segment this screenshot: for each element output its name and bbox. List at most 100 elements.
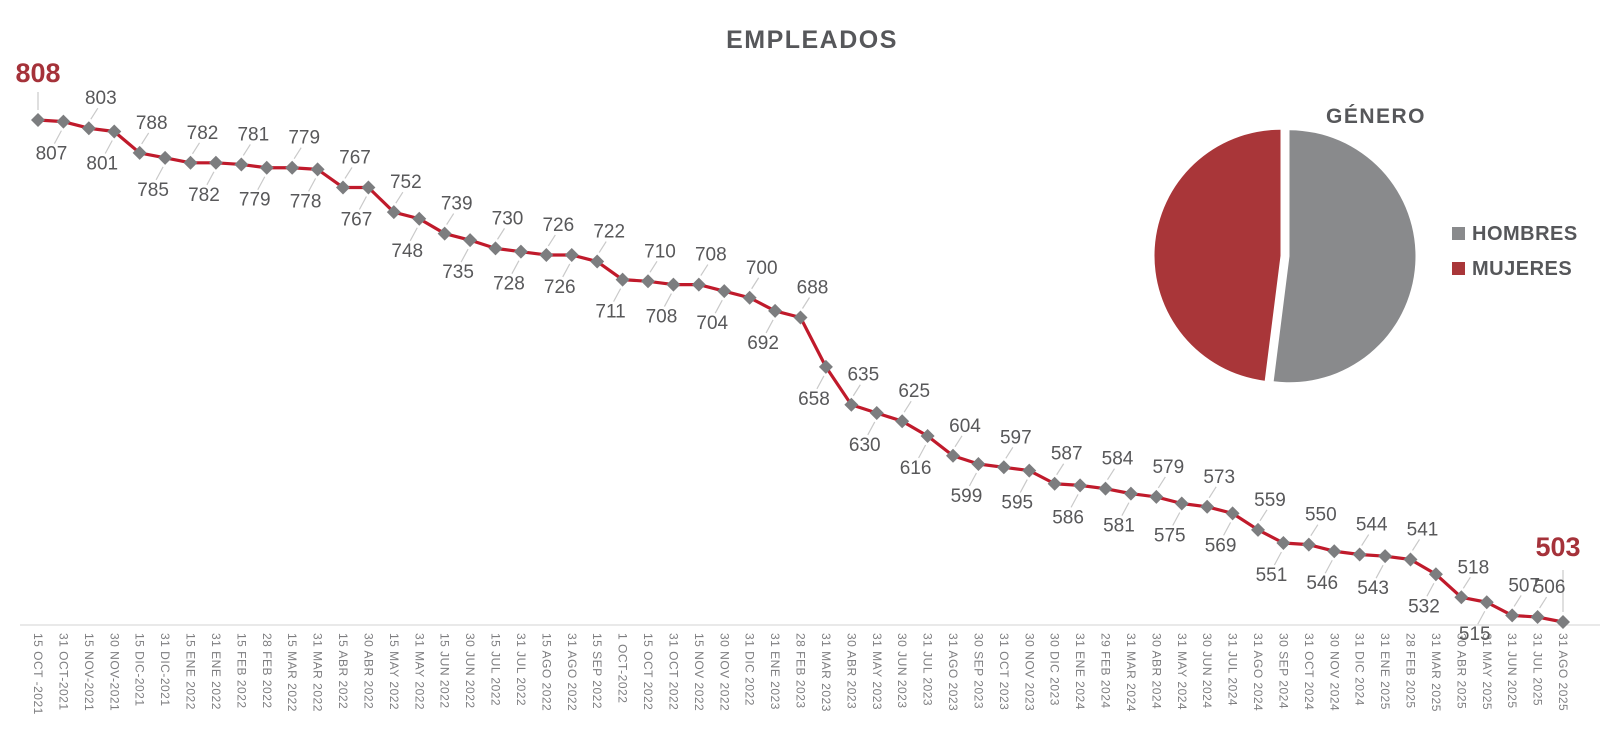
- data-point-marker: [1301, 537, 1316, 552]
- data-point-label: 544: [1356, 515, 1388, 536]
- x-axis-label: 30 ABR 2022: [361, 633, 375, 709]
- data-point-label: 658: [798, 389, 830, 410]
- data-point-marker: [158, 150, 173, 165]
- x-axis-label: 15 DIC-2021: [133, 633, 147, 707]
- label-leader-line: [257, 176, 266, 191]
- pie-slice-mujeres: [1154, 129, 1281, 381]
- label-leader-line: [206, 171, 215, 186]
- x-axis-label: 31 DIC 2022: [743, 633, 757, 706]
- label-leader-line: [511, 260, 520, 274]
- label-leader-line: [446, 213, 455, 225]
- data-point-marker: [1378, 549, 1393, 564]
- label-leader-line: [801, 297, 811, 309]
- x-axis-label: 15 NOV-2021: [82, 633, 96, 711]
- data-point-label: 625: [898, 381, 930, 402]
- x-axis-label: 31 DIC 2024: [1353, 633, 1367, 706]
- data-point-marker: [107, 124, 122, 139]
- x-axis-label: 30 ABR 2024: [1149, 633, 1163, 709]
- x-axis-label: 15 FEB 2022: [234, 633, 248, 709]
- label-leader-line: [547, 234, 556, 247]
- label-leader-line: [395, 191, 404, 204]
- x-axis-label: 31 ENE 2022: [209, 633, 223, 710]
- data-point-label: 704: [696, 313, 728, 334]
- label-leader-line: [308, 178, 317, 192]
- x-axis-label: 30 NOV 2024: [1327, 633, 1341, 711]
- data-point-marker: [132, 145, 147, 160]
- label-leader-line: [141, 132, 150, 145]
- label-leader-line: [968, 472, 977, 487]
- data-point-marker: [818, 359, 833, 374]
- data-point-marker: [793, 310, 808, 325]
- x-axis-label: 15 MAR 2022: [285, 633, 299, 712]
- data-point-marker: [920, 429, 935, 444]
- data-point-marker: [742, 290, 757, 305]
- label-leader-line: [751, 277, 760, 290]
- data-point-label: 779: [288, 128, 320, 149]
- data-point-marker: [691, 277, 706, 292]
- label-leader-line: [816, 375, 825, 390]
- data-point-label: 604: [949, 416, 981, 437]
- data-point-label: 722: [593, 222, 625, 243]
- x-axis-label: 28 FEB 2023: [794, 633, 808, 709]
- data-point-label: 599: [951, 486, 983, 507]
- label-leader-line: [1005, 446, 1014, 459]
- data-point-marker: [1403, 552, 1418, 567]
- data-point-label: 546: [1306, 573, 1338, 594]
- data-point-label: 748: [391, 241, 423, 262]
- x-axis-label: 31 ENE 2024: [1073, 633, 1087, 710]
- label-leader-line: [460, 248, 469, 263]
- x-axis-label: 31 MAR 2023: [819, 633, 833, 712]
- data-point-label: 711: [595, 302, 625, 323]
- data-point-label: 543: [1357, 578, 1389, 599]
- x-axis-label: 30 ABR 2025: [1454, 633, 1468, 709]
- gender-pie-chart: GÉNERO HOMBRES MUJERES: [1154, 105, 1577, 383]
- x-axis-label: 1 OCT-2022: [616, 633, 630, 703]
- label-leader-line: [903, 400, 912, 413]
- x-axis-label: 15 ABR 2022: [336, 633, 350, 709]
- pie-slices: [1154, 129, 1416, 383]
- label-leader-line: [1172, 512, 1181, 526]
- x-axis-label: 30 ABR 2023: [844, 633, 858, 709]
- x-axis-label: 15 MAY 2022: [387, 633, 401, 710]
- label-leader-line: [1375, 564, 1384, 579]
- data-point-label: 726: [542, 215, 574, 236]
- x-axis-label: 28 FEB 2025: [1404, 633, 1418, 709]
- data-point-label: 807: [36, 144, 68, 165]
- label-leader-line: [1426, 582, 1435, 597]
- label-leader-line: [358, 196, 367, 210]
- data-point-marker: [259, 160, 274, 175]
- label-leader-line: [1310, 524, 1319, 536]
- x-axis-label: 31 JUL 2023: [921, 633, 935, 706]
- x-axis-label: 31 AGO 2022: [565, 633, 579, 711]
- data-point-marker: [564, 247, 579, 262]
- x-axis-label: 31 OCT 2022: [666, 633, 680, 710]
- data-point-label: 616: [900, 458, 932, 479]
- data-point-label: 735: [442, 262, 474, 283]
- x-axis-label: 15 ENE 2022: [184, 633, 198, 710]
- data-point-label: 581: [1103, 516, 1135, 537]
- data-point-label: 782: [187, 123, 219, 144]
- label-leader-line: [1019, 479, 1028, 493]
- data-point-label: 803: [85, 88, 117, 109]
- data-point-marker: [1530, 610, 1545, 625]
- data-point-marker: [615, 272, 630, 287]
- x-axis-label: 31 MAR 2022: [311, 633, 325, 712]
- data-point-marker: [412, 211, 427, 226]
- x-axis-label: 29 FEB 2024: [1099, 633, 1113, 709]
- x-axis-label: 30 NOV 2022: [717, 633, 731, 711]
- data-point-label: 532: [1408, 596, 1440, 617]
- data-point-marker: [1123, 486, 1138, 501]
- label-leader-line: [1539, 596, 1548, 609]
- x-axis-label: 31 MAY 2024: [1175, 633, 1189, 710]
- label-leader-line: [1070, 494, 1079, 508]
- data-point-marker: [666, 277, 681, 292]
- data-point-label: 579: [1152, 457, 1184, 478]
- data-point-label: 726: [544, 277, 576, 298]
- data-point-label: 506: [1534, 577, 1566, 598]
- data-point-marker: [1505, 608, 1520, 623]
- x-axis-label: 31 ENE 2023: [768, 633, 782, 710]
- x-axis-label: 15 AGO 2022: [539, 633, 553, 711]
- data-point-marker: [208, 155, 223, 170]
- label-leader-line: [598, 241, 607, 253]
